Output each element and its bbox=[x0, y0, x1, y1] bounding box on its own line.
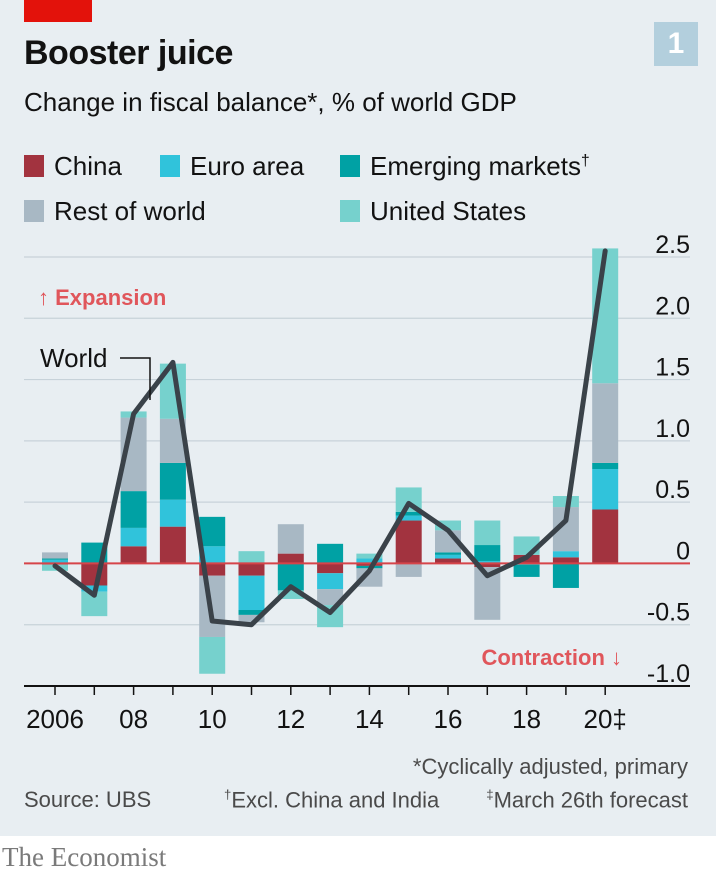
bar-segment-rest-of-world bbox=[238, 614, 265, 623]
x-tick-label: 16 bbox=[434, 704, 463, 734]
bar-segment-united-states bbox=[435, 520, 461, 531]
world-line bbox=[52, 248, 608, 628]
bar-segment-euro-area bbox=[238, 575, 265, 611]
bar-segment-emerging-markets bbox=[592, 462, 619, 470]
chart-number-badge: 1 bbox=[654, 22, 698, 66]
y-tick-label: -0.5 bbox=[647, 599, 690, 627]
bar-segment-euro-area bbox=[592, 469, 619, 510]
y-tick-label: 0.5 bbox=[655, 476, 690, 504]
bar-segment-china bbox=[552, 557, 579, 564]
legend-swatch-united-states bbox=[340, 200, 360, 222]
x-tick-label: 08 bbox=[119, 704, 148, 734]
bar-segment-emerging-markets bbox=[120, 491, 147, 528]
bar-segment-china bbox=[238, 563, 265, 576]
bar-segment-china bbox=[474, 563, 501, 568]
bar-segment-euro-area bbox=[199, 546, 226, 564]
world-label-leader bbox=[120, 357, 151, 400]
y-tick-label: 0 bbox=[676, 537, 690, 565]
bar-segment-china bbox=[435, 558, 461, 564]
bar-segment-china bbox=[395, 520, 422, 564]
bar-segment-euro-area bbox=[395, 515, 422, 521]
bar-segment-united-states bbox=[474, 520, 501, 546]
bar-segment-china bbox=[356, 563, 383, 566]
bar-segment-china bbox=[592, 509, 619, 564]
x-tick-label: 10 bbox=[198, 704, 227, 734]
bar-segment-emerging-markets bbox=[435, 552, 461, 555]
bar-segment-euro-area bbox=[120, 527, 147, 547]
expansion-label: ↑ Expansion bbox=[38, 285, 166, 310]
bar-segment-rest-of-world bbox=[356, 568, 383, 587]
bar-segment-euro-area bbox=[552, 551, 579, 558]
bar-segment-rest-of-world bbox=[42, 552, 68, 559]
legend-swatch-rest-of-world bbox=[24, 200, 44, 222]
y-tick-label: 2.0 bbox=[655, 292, 690, 320]
y-tick-label: -1.0 bbox=[647, 660, 690, 688]
bar-segment-rest-of-world bbox=[277, 524, 304, 554]
legend-label-united-states: United States bbox=[370, 196, 527, 226]
bar-segment-china bbox=[277, 553, 304, 564]
x-tick-label: 2006 bbox=[26, 704, 84, 734]
brand-wordmark: The Economist bbox=[2, 842, 167, 872]
x-tick-label: 18 bbox=[512, 704, 541, 734]
bar-segment-united-states bbox=[238, 551, 265, 564]
bar-segment-euro-area bbox=[42, 559, 68, 564]
y-tick-label: 2.5 bbox=[655, 231, 690, 259]
brand-red-tab bbox=[24, 0, 92, 22]
x-tick-label: 20‡ bbox=[584, 704, 627, 734]
chart-plot: 2.5 2.0 1.5 1.0 0.5 0 -0.5 -1.0 World ↑ Expansion… bbox=[24, 231, 690, 734]
bar-segment-china bbox=[120, 546, 147, 564]
bar-segment-emerging-markets bbox=[238, 610, 265, 615]
legend-swatch-euro-area bbox=[160, 155, 180, 177]
chart-card: Booster juice Change in fiscal balance*,… bbox=[0, 0, 716, 836]
note-cyclically-adjusted: *Cyclically adjusted, primary bbox=[412, 754, 688, 779]
world-line-label: World bbox=[40, 343, 107, 373]
x-tick-label: 12 bbox=[276, 704, 305, 734]
chart-subtitle: Change in fiscal balance*, % of world GD… bbox=[24, 87, 517, 117]
bar-segment-china bbox=[317, 563, 344, 574]
bar-segment-china bbox=[159, 526, 186, 564]
contraction-label: Contraction ↓ bbox=[481, 645, 622, 670]
y-tick-label: 1.0 bbox=[655, 415, 690, 443]
legend-swatch-china bbox=[24, 155, 44, 177]
legend-label-emerging-markets: Emerging markets† bbox=[370, 151, 590, 181]
bar-segment-euro-area bbox=[435, 554, 461, 559]
bar-segment-emerging-markets bbox=[474, 545, 501, 561]
note-excl: †Excl. China and India bbox=[224, 787, 440, 813]
bar-segment-rest-of-world bbox=[395, 563, 422, 577]
y-tick-label: 1.5 bbox=[655, 354, 690, 382]
bar-segment-emerging-markets bbox=[199, 516, 226, 547]
bar-segment-united-states bbox=[356, 553, 383, 559]
bar-segment-emerging-markets bbox=[317, 543, 344, 564]
bar-segment-emerging-markets bbox=[552, 563, 579, 588]
legend-label-euro-area: Euro area bbox=[190, 151, 305, 181]
bar-segment-euro-area bbox=[317, 573, 344, 590]
source-note: Source: UBS bbox=[24, 787, 152, 812]
note-forecast: ‡March 26th forecast bbox=[486, 787, 688, 813]
bar-segment-emerging-markets bbox=[395, 511, 422, 516]
legend-swatch-emerging-markets bbox=[340, 155, 360, 177]
bar-segment-united-states bbox=[199, 636, 226, 674]
bar-segment-euro-area bbox=[474, 560, 501, 564]
chart-title: Booster juice bbox=[24, 34, 233, 72]
bar-segment-rest-of-world bbox=[317, 589, 344, 606]
bar-segment-euro-area bbox=[159, 499, 186, 527]
x-tick-label: 14 bbox=[355, 704, 384, 734]
bar-segment-united-states bbox=[277, 590, 304, 599]
bar-segment-china bbox=[81, 563, 108, 586]
legend-label-rest-of-world: Rest of world bbox=[54, 196, 206, 226]
bar-segment-euro-area bbox=[356, 558, 383, 564]
bar-segment-rest-of-world bbox=[592, 383, 619, 463]
bar-segment-emerging-markets bbox=[42, 558, 68, 560]
bar-segment-emerging-markets bbox=[159, 462, 186, 500]
bar-segment-emerging-markets bbox=[513, 564, 540, 577]
legend-label-china: China bbox=[54, 151, 122, 181]
bar-segment-united-states bbox=[552, 496, 579, 508]
